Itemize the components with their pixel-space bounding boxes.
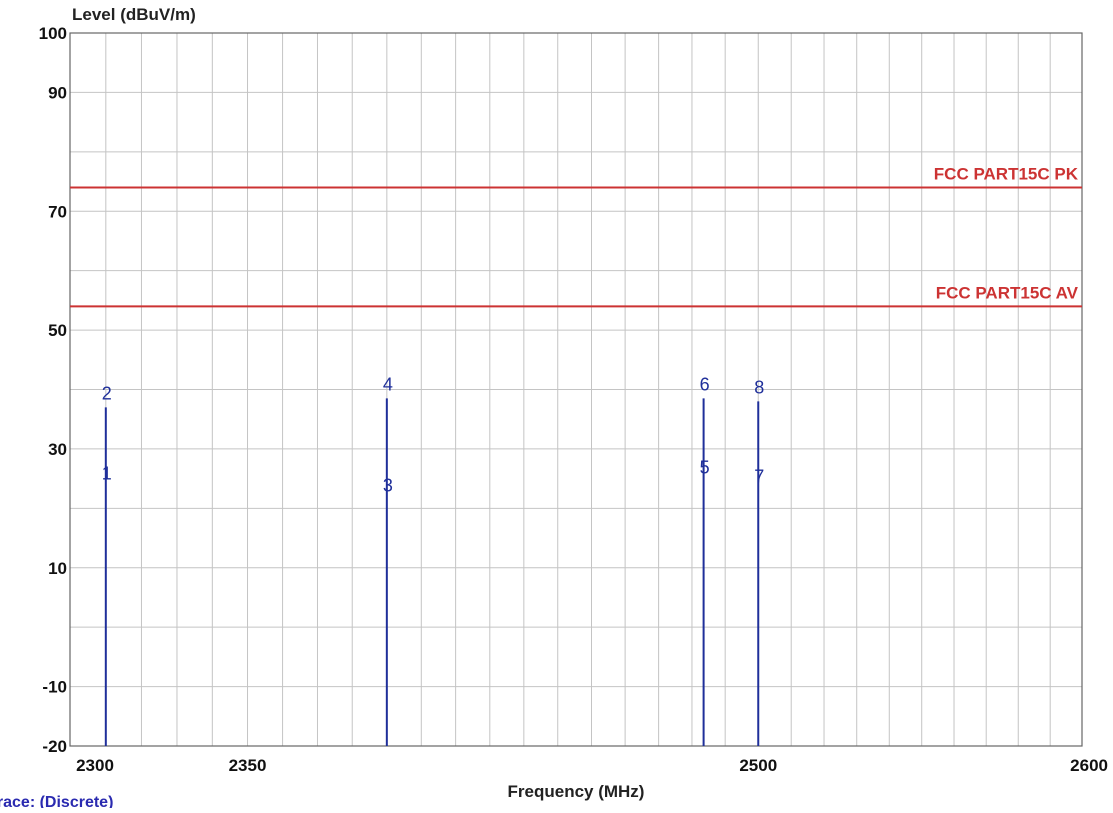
plot-frame [69,32,1083,747]
average-marker-label: 1 [102,464,112,484]
x-tick-label: 2600 [1070,756,1108,775]
emission-lines-layer [104,398,760,746]
average-marker-label: 3 [383,476,393,496]
x-tick-label: 2300 [76,756,114,775]
limit-line-label: FCC PART15C PK [934,164,1079,183]
trace-label-key: Trace: [0,794,40,808]
trace-label: Trace: (Discrete) [0,794,113,808]
y-axis-title: Level (dBuV/m) [72,5,196,24]
average-marker-label: 7 [754,467,764,487]
y-tick-label: 90 [48,83,67,102]
y-tick-label: 30 [48,440,67,459]
peak-marker-label: 6 [700,374,710,394]
y-tick-label: 10 [48,559,67,578]
y-tick-label: 70 [48,202,67,221]
y-tick-label: 100 [39,24,67,43]
limit-lines-layer [70,186,1082,308]
x-tick-label: 2500 [739,756,777,775]
x-tick-label: 2350 [229,756,267,775]
trace-label-value: (Discrete) [40,794,114,808]
y-tick-label: -10 [42,678,67,697]
limit-line-label: FCC PART15C AV [936,283,1079,302]
y-tick-label: -20 [42,737,67,756]
y-tick-label: 50 [48,321,67,340]
labels-layer: 100 90 70 50 30 10 -10 -20 2300 2350 2500 2600 FCC P… [0,24,1108,811]
peak-marker-label: 8 [754,377,764,397]
average-marker-label: 5 [700,458,710,478]
peak-marker-label: 2 [102,383,112,403]
x-axis-title: Frequency (MHz) [508,782,645,801]
peak-marker-label: 4 [383,374,393,394]
